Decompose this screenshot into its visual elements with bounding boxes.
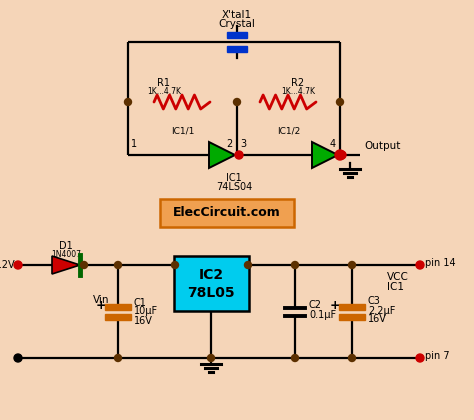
Text: 4: 4	[330, 139, 336, 149]
Bar	[339, 304, 365, 310]
Text: IC2: IC2	[199, 268, 224, 282]
Text: 78L05: 78L05	[187, 286, 235, 300]
Text: 2: 2	[227, 139, 233, 149]
Bar	[105, 304, 131, 310]
Text: +: +	[330, 299, 340, 312]
Text: IC1/1: IC1/1	[171, 127, 194, 136]
Circle shape	[337, 99, 344, 105]
Circle shape	[292, 262, 299, 268]
Text: 74LS04: 74LS04	[216, 182, 252, 192]
Text: R1: R1	[157, 78, 171, 88]
Text: VCC: VCC	[387, 272, 409, 282]
Text: X'tal1: X'tal1	[222, 10, 252, 20]
Text: 1: 1	[131, 139, 137, 149]
Circle shape	[172, 262, 179, 268]
Circle shape	[14, 261, 22, 269]
Text: +: +	[96, 299, 106, 312]
Circle shape	[235, 151, 243, 159]
Polygon shape	[312, 142, 338, 168]
Text: 1K...4.7K: 1K...4.7K	[147, 87, 181, 96]
Circle shape	[14, 354, 22, 362]
Circle shape	[348, 354, 356, 362]
Polygon shape	[209, 142, 235, 168]
Text: C2: C2	[309, 300, 322, 310]
Circle shape	[81, 262, 88, 268]
Bar	[227, 32, 247, 38]
Text: Crystal: Crystal	[219, 19, 255, 29]
Circle shape	[416, 261, 424, 269]
Text: R2: R2	[292, 78, 305, 88]
Circle shape	[348, 262, 356, 268]
Text: 0.1μF: 0.1μF	[309, 310, 336, 320]
Bar	[339, 313, 365, 320]
Text: 16V: 16V	[368, 315, 387, 325]
Text: 9-12V: 9-12V	[0, 260, 15, 270]
Circle shape	[234, 99, 240, 105]
Circle shape	[416, 354, 424, 362]
Circle shape	[115, 354, 121, 362]
Bar	[227, 46, 247, 52]
Text: pin 7: pin 7	[425, 351, 450, 361]
Circle shape	[292, 354, 299, 362]
Text: Output: Output	[364, 141, 401, 151]
FancyBboxPatch shape	[160, 199, 294, 227]
FancyBboxPatch shape	[174, 256, 249, 311]
Text: 3: 3	[240, 139, 246, 149]
Text: IC1: IC1	[387, 282, 404, 292]
Text: 1N4007: 1N4007	[51, 250, 81, 259]
Polygon shape	[52, 256, 80, 274]
Circle shape	[125, 99, 131, 105]
Text: Vin: Vin	[93, 295, 109, 305]
Text: 10μF: 10μF	[134, 307, 158, 317]
Text: 16V: 16V	[134, 315, 153, 326]
Text: C1: C1	[134, 299, 147, 309]
Circle shape	[115, 262, 121, 268]
Text: IC1/2: IC1/2	[277, 127, 300, 136]
Circle shape	[335, 150, 345, 160]
Text: 1K...4.7K: 1K...4.7K	[281, 87, 315, 96]
Text: C3: C3	[368, 297, 381, 307]
Circle shape	[208, 354, 215, 362]
Circle shape	[338, 151, 346, 159]
Text: IC1: IC1	[226, 173, 242, 183]
Text: 2.2μF: 2.2μF	[368, 305, 395, 315]
Circle shape	[245, 262, 252, 268]
Text: pin 14: pin 14	[425, 258, 456, 268]
Text: ElecCircuit.com: ElecCircuit.com	[173, 207, 281, 220]
Bar	[105, 313, 131, 320]
Text: D1: D1	[59, 241, 73, 251]
